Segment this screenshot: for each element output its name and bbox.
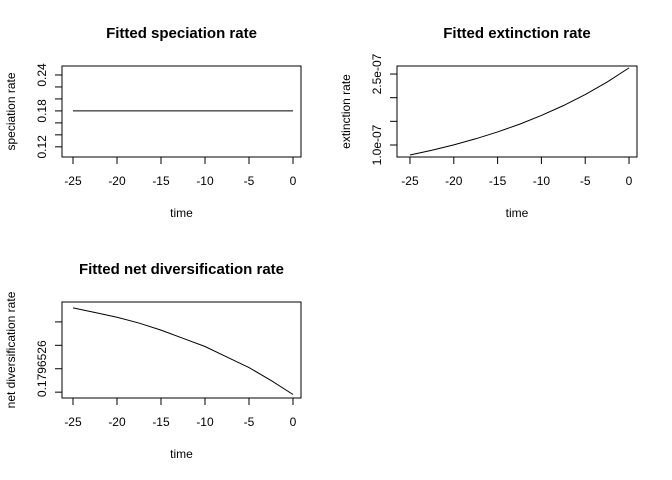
x-tick-label: -15 [152,174,170,188]
x-tick-label: -25 [64,415,82,429]
x-tick-label: -10 [196,174,214,188]
y-tick-label: 0.18 [35,99,49,123]
chart-title: Fitted net diversification rate [79,261,284,278]
y-axis-label: net diversification rate [4,291,18,408]
x-axis-label: time [170,447,193,461]
y-axis-label: speciation rate [4,72,18,150]
x-tick-label: -5 [244,174,255,188]
x-tick-label: -20 [108,415,126,429]
x-tick-label: -5 [244,415,255,429]
x-tick-label: -20 [108,174,126,188]
data-line [72,307,294,395]
plot-box [61,301,302,399]
x-tick-label: -10 [533,174,551,188]
chart-title: Fitted speciation rate [106,25,257,42]
y-tick-label: 1.0e-07 [370,124,384,165]
plot-box [396,65,638,158]
x-tick-label: -25 [401,174,419,188]
chart-title: Fitted extinction rate [443,25,591,42]
y-tick-label: 0.24 [35,63,49,87]
y-tick-label: 0.1796526 [35,340,49,397]
x-axis-label: time [170,206,193,220]
data-line [409,67,630,156]
x-tick-label: -5 [580,174,591,188]
plot-box [61,65,302,158]
x-tick-label: 0 [290,415,297,429]
x-tick-label: -20 [445,174,463,188]
y-axis-label: extinction rate [339,74,353,149]
x-tick-label: 0 [626,174,633,188]
x-tick-label: -10 [196,415,214,429]
y-tick-label: 0.12 [35,135,49,159]
x-tick-label: 0 [290,174,297,188]
y-tick-label: 2.5e-07 [370,53,384,94]
x-tick-label: -15 [152,415,170,429]
x-axis-label: time [506,206,529,220]
x-tick-label: -25 [64,174,82,188]
x-tick-label: -15 [489,174,507,188]
